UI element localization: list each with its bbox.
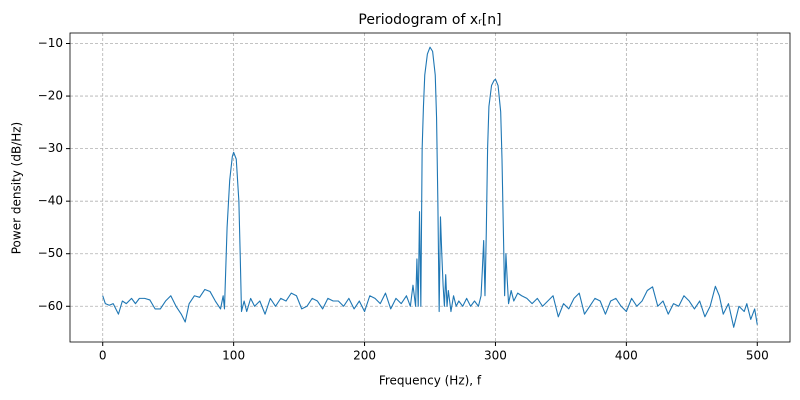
x-tick-label: 100 bbox=[222, 349, 245, 363]
y-tick-label: −50 bbox=[38, 246, 63, 260]
x-axis-label: Frequency (Hz), f bbox=[379, 374, 482, 388]
y-tick-label: −60 bbox=[38, 299, 63, 313]
x-tick-label: 500 bbox=[746, 349, 769, 363]
y-tick-label: −30 bbox=[38, 141, 63, 155]
x-tick-label: 0 bbox=[99, 349, 107, 363]
chart-title: Periodogram of xᵣ[n] bbox=[358, 12, 501, 28]
y-tick-label: −10 bbox=[38, 36, 63, 50]
x-tick-label: 300 bbox=[484, 349, 507, 363]
y-tick-label: −40 bbox=[38, 194, 63, 208]
y-axis-label: Power density (dB/Hz) bbox=[10, 122, 24, 255]
y-tick-label: −20 bbox=[38, 89, 63, 103]
plot-frame bbox=[69, 32, 791, 343]
x-tick-label: 200 bbox=[353, 349, 376, 363]
line-series bbox=[102, 46, 758, 328]
x-tick-label: 400 bbox=[615, 349, 638, 363]
